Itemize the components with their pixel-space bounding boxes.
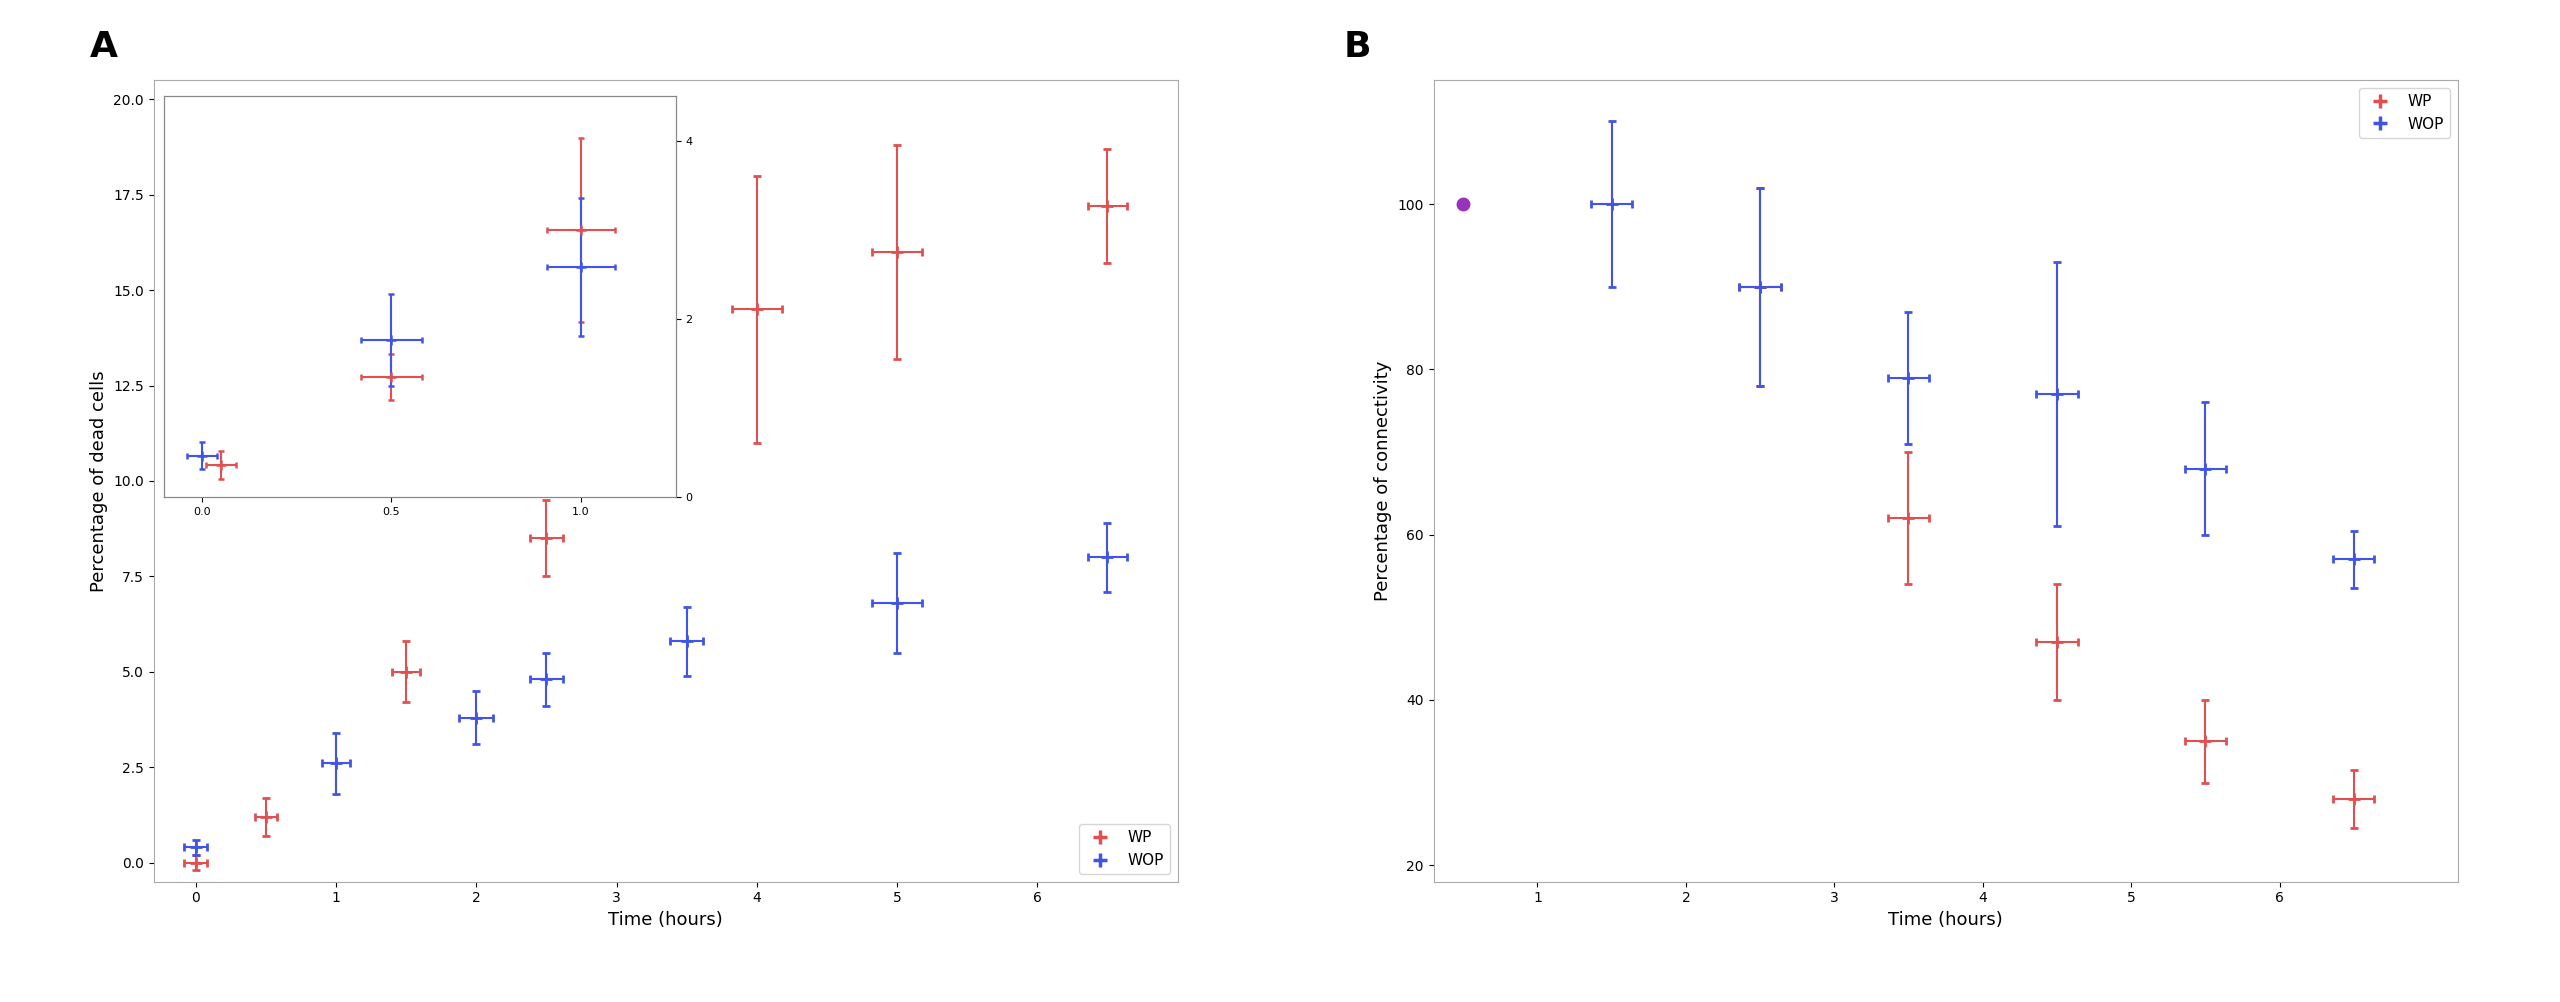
Legend: WP, WOP: WP, WOP <box>2358 88 2450 137</box>
Y-axis label: Percentage of connectivity: Percentage of connectivity <box>1375 361 1393 601</box>
Text: A: A <box>90 30 118 64</box>
X-axis label: Time (hours): Time (hours) <box>1889 911 2002 929</box>
Y-axis label: Percentage of dead cells: Percentage of dead cells <box>90 370 108 592</box>
Text: B: B <box>1344 30 1372 64</box>
Legend: WP, WOP: WP, WOP <box>1078 825 1170 874</box>
X-axis label: Time (hours): Time (hours) <box>609 911 722 929</box>
